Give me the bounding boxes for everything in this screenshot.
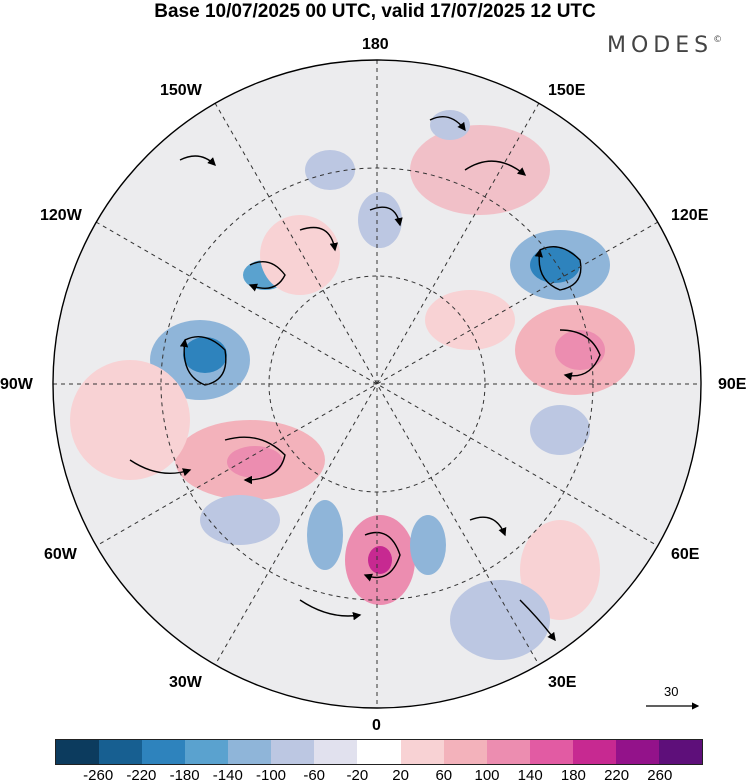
colorbar-tick-label: -180 bbox=[169, 767, 200, 784]
colorbar-tick-label: -220 bbox=[126, 767, 157, 784]
copyright-mark: © bbox=[713, 35, 723, 45]
modes-logo: MODES© bbox=[607, 33, 722, 58]
lon-label-150e: 150E bbox=[548, 82, 586, 99]
map-boundary bbox=[52, 59, 702, 709]
colorbar-tick-label: -140 bbox=[212, 767, 243, 784]
brand-name: MODES bbox=[607, 33, 714, 58]
colorbar-swatch bbox=[658, 740, 702, 764]
colorbar-swatch bbox=[56, 740, 100, 764]
colorbar-swatch bbox=[99, 740, 143, 764]
map-title: Base 10/07/2025 00 UTC, valid 17/07/2025… bbox=[154, 1, 596, 22]
colorbar-swatch bbox=[400, 740, 444, 764]
colorbar-tick-label: -20 bbox=[346, 767, 369, 784]
colorbar-swatch bbox=[228, 740, 272, 764]
lon-label-150w: 150W bbox=[160, 82, 202, 99]
lon-label-30w: 30W bbox=[169, 674, 202, 691]
colorbar-swatch bbox=[357, 740, 401, 764]
lon-label-120w: 120W bbox=[40, 207, 82, 224]
colorbar-swatch bbox=[314, 740, 358, 764]
colorbar-swatch bbox=[185, 740, 229, 764]
colorbar-tick-label: -100 bbox=[255, 767, 287, 784]
lon-label-180: 180 bbox=[362, 36, 389, 53]
reference-vector-label: 30 bbox=[664, 684, 679, 699]
colorbar-swatch bbox=[486, 740, 530, 764]
graticule bbox=[53, 60, 701, 708]
lon-label-60w: 60W bbox=[44, 546, 77, 563]
map-disc bbox=[53, 60, 701, 708]
lon-label-120e: 120E bbox=[671, 207, 709, 224]
lon-label-90e: 90E bbox=[718, 376, 747, 393]
colorbar-swatch bbox=[142, 740, 186, 764]
lon-label-30e: 30E bbox=[548, 674, 577, 691]
colorbar-swatch bbox=[572, 740, 616, 764]
colorbar-tick-label: -260 bbox=[83, 767, 114, 784]
colorbar-swatch bbox=[529, 740, 573, 764]
lon-label-90w: 90W bbox=[0, 376, 33, 393]
colorbar-tick-label: 100 bbox=[474, 767, 500, 784]
colorbar-tick-label: 220 bbox=[604, 767, 630, 784]
colorbar bbox=[55, 739, 703, 765]
colorbar-tick-label: 180 bbox=[560, 767, 586, 784]
streamlines bbox=[129, 116, 601, 642]
colorbar-tick-label: 20 bbox=[392, 767, 409, 784]
colorbar-tick-label: 140 bbox=[517, 767, 543, 784]
lon-label-60e: 60E bbox=[671, 546, 700, 563]
colorbar-tick-label: -60 bbox=[303, 767, 326, 784]
lon-label-0: 0 bbox=[372, 717, 381, 734]
anomaly-shading bbox=[70, 110, 635, 660]
colorbar-swatch bbox=[271, 740, 315, 764]
colorbar-tick-label: 60 bbox=[435, 767, 453, 784]
colorbar-swatch bbox=[615, 740, 659, 764]
colorbar-tick-label: 260 bbox=[647, 767, 673, 784]
colorbar-swatch bbox=[443, 740, 487, 764]
